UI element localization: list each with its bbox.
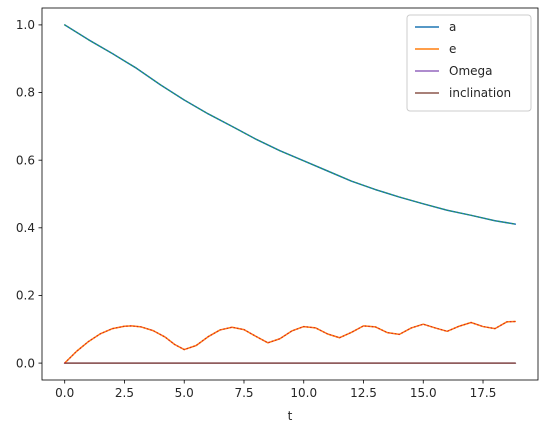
x-tick-label: 15.0 xyxy=(410,386,437,400)
x-axis-title: t xyxy=(288,409,293,423)
x-tick-label: 7.5 xyxy=(234,386,253,400)
y-axis-ticks: 0.0 0.2 0.4 0.6 0.8 1.0 xyxy=(16,18,42,370)
y-tick-label: 0.6 xyxy=(16,153,35,167)
x-tick-label: 17.5 xyxy=(470,386,497,400)
y-tick-label: 0.2 xyxy=(16,289,35,303)
x-tick-label: 5.0 xyxy=(175,386,194,400)
y-tick-label: 1.0 xyxy=(16,18,35,32)
x-tick-label: 12.5 xyxy=(350,386,377,400)
series-layer xyxy=(63,24,517,364)
plot-frame xyxy=(41,7,539,381)
legend-label: inclination xyxy=(449,86,511,100)
x-axis-ticks: 0.0 2.5 5.0 7.5 10.0 12.5 15.0 17.5 xyxy=(55,380,496,400)
y-tick-label: 0.4 xyxy=(16,221,35,235)
series-line-e-overlay xyxy=(64,320,516,364)
legend-box xyxy=(406,14,532,112)
series-line-a-overlay xyxy=(64,24,516,225)
y-tick-label: 0.0 xyxy=(16,356,35,370)
y-tick-label: 0.8 xyxy=(16,86,35,100)
x-tick-label: 0.0 xyxy=(55,386,74,400)
x-tick-label: 10.0 xyxy=(290,386,317,400)
legend-label: Omega xyxy=(449,64,493,78)
legend-label: e xyxy=(449,42,456,56)
legend: ae Omega inclination xyxy=(406,14,532,112)
legend-label: a xyxy=(449,20,456,34)
x-tick-label: 2.5 xyxy=(115,386,134,400)
